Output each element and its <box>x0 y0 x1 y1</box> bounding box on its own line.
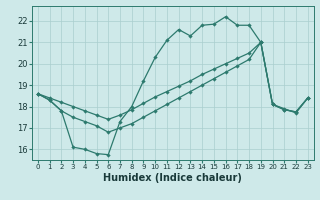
X-axis label: Humidex (Indice chaleur): Humidex (Indice chaleur) <box>103 173 242 183</box>
